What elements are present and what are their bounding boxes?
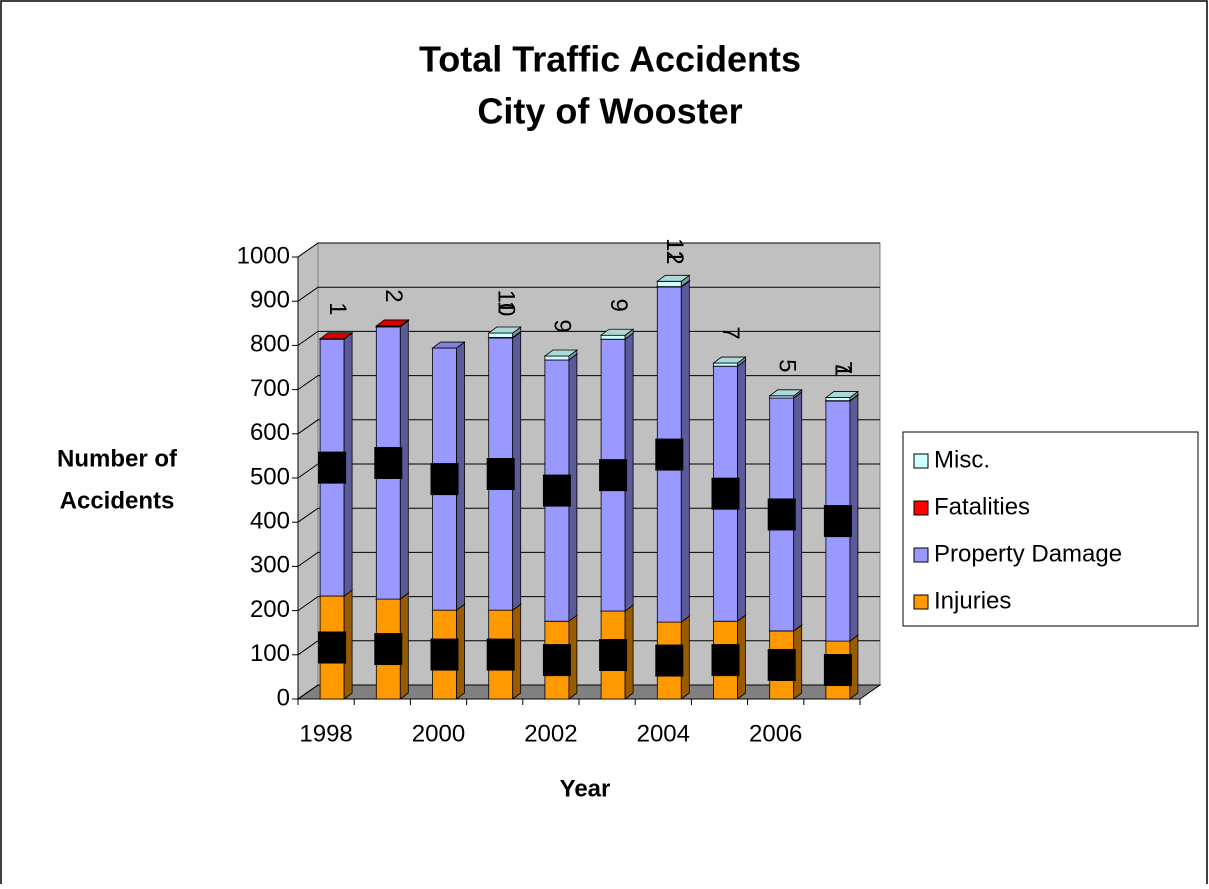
label-box [768,498,796,530]
label-box [487,458,515,490]
y-axis-label: Accidents [60,487,175,514]
bar-segment [826,398,850,401]
y-tick-label: 500 [250,463,290,490]
legend-swatch [914,595,928,609]
label-box [655,439,683,471]
data-label: 7 [717,326,744,339]
y-tick-label: 300 [250,552,290,579]
x-axis-label: Year [560,775,611,802]
label-box [768,649,796,681]
y-tick-label: 900 [250,287,290,314]
data-label: 1 [324,302,351,315]
label-box [487,639,515,671]
label-box [599,639,627,671]
data-label: 7 [830,361,857,374]
y-tick-label: 0 [277,684,290,711]
x-tick-label: 2000 [412,720,465,747]
label-box [374,633,402,665]
x-tick-label: 2006 [749,720,802,747]
label-box [712,644,740,676]
data-label: 2 [380,289,407,302]
legend-label: Property Damage [934,540,1122,567]
data-label: 12 [661,238,688,265]
chart-title: Total Traffic Accidents [419,39,801,80]
bar-segment [545,356,569,360]
label-box [431,463,459,495]
y-tick-label: 200 [250,596,290,623]
x-tick-label: 2002 [524,720,577,747]
legend-label: Fatalities [934,493,1030,520]
label-box [318,632,346,664]
y-tick-label: 800 [250,331,290,358]
legend-swatch [914,548,928,562]
data-label: 9 [549,319,576,332]
label-box [712,478,740,510]
legend-label: Injuries [934,587,1011,614]
chart-subtitle: City of Wooster [477,91,742,132]
label-box [599,459,627,491]
y-axis-label: Number of [57,445,178,472]
y-tick-label: 1000 [237,242,290,269]
label-box [374,447,402,479]
legend-swatch [914,501,928,515]
y-tick-label: 700 [250,375,290,402]
label-box [543,475,571,507]
x-tick-label: 1998 [299,720,352,747]
label-box [318,452,346,484]
data-label: 5 [773,359,800,372]
bar-segment [714,363,738,366]
bar-segment [601,335,625,339]
bar-segment [657,281,681,286]
y-tick-label: 600 [250,419,290,446]
legend-label: Misc. [934,446,990,473]
data-label: 9 [605,299,632,312]
legend-swatch [914,454,928,468]
data-label: 10 [492,290,519,317]
label-box [824,505,852,537]
x-tick-label: 2004 [637,720,690,747]
label-box [543,644,571,676]
y-tick-label: 400 [250,508,290,535]
y-tick-label: 100 [250,640,290,667]
label-box [824,654,852,686]
bar-segment [489,333,513,337]
label-box [431,639,459,671]
label-box [655,645,683,677]
